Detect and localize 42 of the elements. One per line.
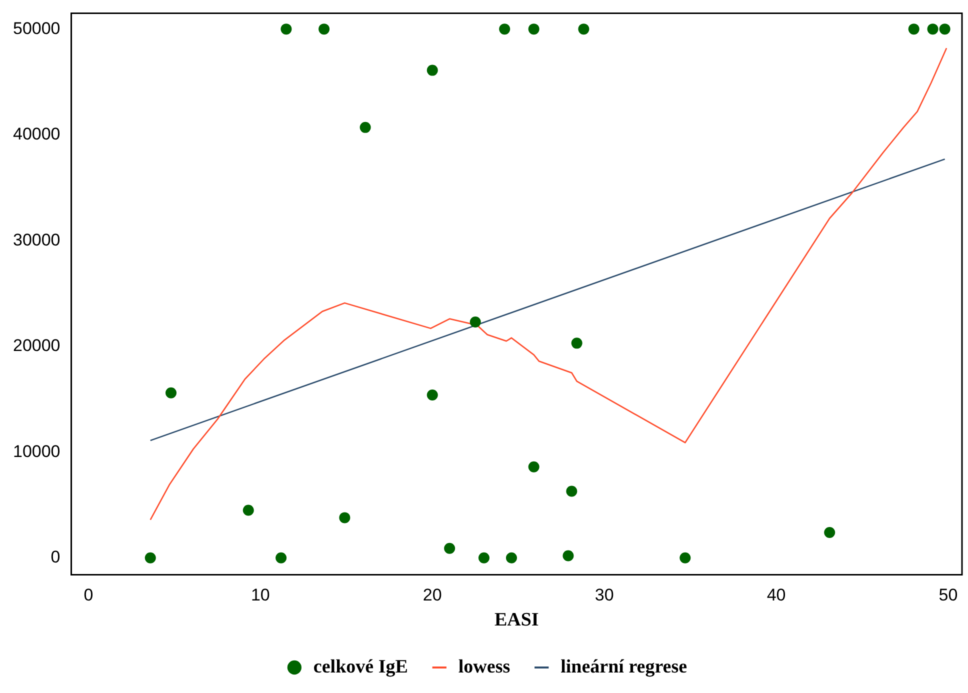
point — [499, 24, 510, 35]
point — [824, 526, 836, 538]
y-tick-label: 0 — [50, 548, 60, 567]
point — [339, 512, 350, 524]
point — [939, 24, 950, 35]
point — [680, 552, 691, 564]
point — [562, 550, 574, 562]
point — [276, 552, 287, 564]
x-axis-title: EASI — [494, 610, 539, 631]
y-tick-label: 30000 — [12, 230, 60, 250]
legend-label: lineární regrese — [560, 656, 688, 678]
point — [528, 461, 540, 472]
point — [280, 24, 292, 35]
point — [506, 552, 517, 564]
point — [242, 504, 254, 516]
point — [478, 552, 490, 564]
point — [528, 24, 540, 35]
point — [166, 387, 177, 398]
x-tick-label: 10 — [250, 586, 270, 605]
point — [470, 316, 481, 328]
point — [426, 390, 438, 401]
y-tick-label: 40000 — [12, 124, 60, 144]
point — [444, 542, 456, 554]
y-tick-label: 20000 — [12, 336, 60, 356]
point — [578, 24, 590, 35]
point — [571, 338, 582, 349]
x-tick-label: 40 — [766, 586, 786, 605]
x-tick-label: 0 — [84, 586, 94, 605]
y-tick-label: 10000 — [12, 442, 60, 461]
legend-label: celkové IgE — [313, 656, 408, 678]
point — [360, 122, 371, 133]
x-tick-label: 20 — [422, 586, 442, 605]
legend-label: lowess — [458, 656, 510, 678]
point — [908, 24, 920, 35]
point — [144, 552, 156, 564]
point — [426, 64, 438, 76]
y-tick-label: 50000 — [12, 18, 60, 38]
x-tick-label: 50 — [938, 586, 958, 605]
point — [927, 24, 938, 35]
point — [566, 486, 578, 497]
x-tick-label: 30 — [594, 586, 614, 605]
point — [318, 24, 330, 35]
